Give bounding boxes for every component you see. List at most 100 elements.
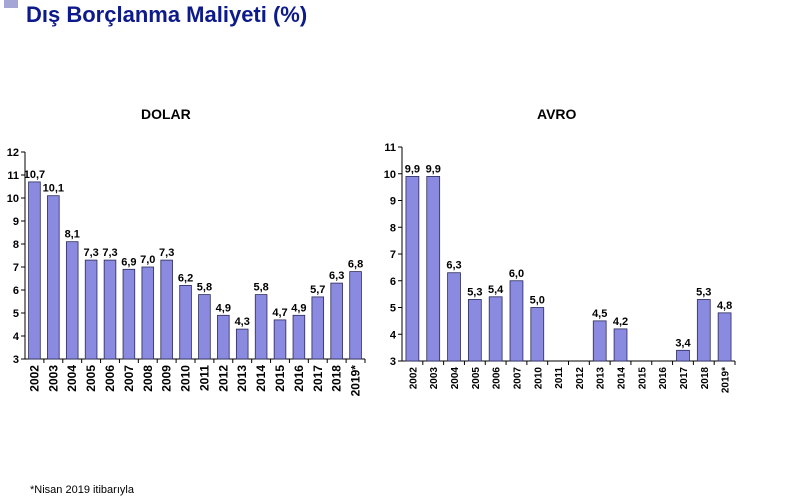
dolar-category-label: 2016 [292, 365, 306, 392]
dolar-category-label: 2006 [103, 365, 117, 392]
page-title: Dış Borçlanma Maliyeti (%) [26, 2, 308, 27]
avro-category-label: 2007 [512, 367, 523, 390]
avro-y-tick-label: 8 [390, 222, 396, 234]
chart-dolar: 3 4 5 6 7 8 9 10 11 12 10,7 2002 10,1 2003 8,1 2004 7,3 2… [7, 147, 366, 397]
chart-title-avro: AVRO [537, 106, 577, 122]
dolar-value-label: 4,9 [216, 302, 231, 314]
avro-y-tick-label: 5 [390, 303, 396, 315]
avro-value-label: 4,2 [613, 316, 628, 328]
dolar-y-tick-label: 11 [7, 170, 19, 182]
avro-bar-2014 [613, 328, 628, 362]
avro-category-label: 2002 [408, 367, 419, 390]
avro-value-label: 9,9 [426, 163, 441, 175]
dolar-category-label: 2011 [197, 365, 211, 391]
dolar-category-label: 2013 [235, 365, 249, 392]
avro-bar-2018 [696, 299, 711, 362]
dolar-category-label: 2019* [349, 365, 363, 397]
dolar-category-label: 2007 [122, 365, 136, 392]
avro-value-label: 5,3 [696, 286, 711, 298]
dolar-y-tick-label: 12 [7, 147, 19, 159]
dolar-category-label: 2003 [46, 365, 60, 392]
dolar-y-tick-label: 10 [7, 193, 19, 205]
chart-title-dolar: DOLAR [141, 106, 191, 122]
chart-avro: 3 4 5 6 7 8 9 10 11 9,9 2002 9,9 2003 6,3 2004 5,3 2005 5… [384, 142, 736, 393]
dolar-value-label: 6,8 [348, 259, 363, 271]
dolar-bar-2006 [103, 259, 117, 360]
corner-decoration [4, 0, 18, 8]
avro-bar-2019 [717, 312, 732, 362]
dolar-category-label: 2010 [179, 365, 193, 392]
dolar-value-label: 4,3 [235, 316, 250, 328]
dolar-category-label: 2005 [84, 365, 98, 392]
avro-value-label: 4,5 [592, 308, 607, 320]
dolar-bar-2018 [330, 282, 343, 360]
avro-bar-2010 [530, 307, 545, 362]
avro-category-label: 2005 [471, 367, 482, 390]
avro-bar-2017 [676, 349, 690, 362]
dolar-bar-2014 [254, 294, 268, 360]
dolar-y-tick-label: 8 [13, 239, 19, 251]
avro-category-label: 2006 [492, 367, 503, 390]
avro-bar-2003 [426, 176, 441, 362]
dolar-value-label: 7,3 [102, 247, 117, 259]
dolar-category-label: 2014 [254, 365, 268, 392]
avro-bar-2007 [509, 280, 524, 362]
avro-y-tick-label: 3 [390, 356, 396, 368]
dolar-value-label: 4,9 [291, 302, 306, 314]
avro-bar-2013 [592, 320, 607, 362]
dolar-bar-2010 [179, 284, 192, 360]
dolar-value-label: 7,3 [159, 247, 174, 259]
dolar-value-label: 5,8 [253, 282, 268, 294]
dolar-bar-2005 [84, 259, 98, 360]
dolar-bar-2013 [235, 328, 249, 360]
avro-value-label: 9,9 [405, 163, 420, 175]
dolar-y-tick-label: 3 [13, 354, 19, 366]
dolar-category-label: 2015 [273, 365, 287, 392]
dolar-bar-2019 [349, 271, 362, 360]
dolar-value-label: 8,1 [65, 229, 80, 241]
avro-category-label: 2010 [533, 367, 544, 390]
dolar-bar-2008 [141, 266, 155, 360]
dolar-value-label: 5,8 [197, 282, 212, 294]
avro-y-tick-label: 11 [384, 142, 396, 154]
dolar-y-tick-label: 5 [13, 308, 19, 320]
dolar-category-label: 2017 [311, 365, 325, 392]
avro-y-tick-label: 10 [384, 169, 396, 181]
dolar-category-label: 2018 [330, 365, 344, 392]
dolar-y-tick-label: 4 [13, 331, 20, 343]
dolar-value-label: 5,7 [310, 284, 325, 296]
dolar-value-label: 4,7 [272, 307, 287, 319]
avro-category-label: 2015 [637, 367, 648, 390]
avro-value-label: 6,0 [509, 268, 524, 280]
avro-category-label: 2003 [429, 367, 440, 390]
dolar-bar-2017 [311, 296, 325, 360]
avro-category-label: 2011 [554, 367, 565, 389]
avro-category-label: 2012 [575, 367, 586, 390]
dolar-y-tick-label: 6 [13, 285, 19, 297]
dolar-bar-2011 [198, 294, 211, 360]
avro-category-label: 2014 [617, 367, 628, 390]
dolar-value-label: 7,0 [140, 254, 155, 266]
avro-value-label: 4,8 [717, 300, 732, 312]
avro-y-tick-label: 4 [390, 329, 397, 341]
dolar-value-label: 6,9 [121, 256, 136, 268]
avro-bar-2005 [467, 299, 482, 362]
dolar-value-label: 10,7 [24, 169, 45, 181]
avro-y-tick-label: 9 [390, 196, 396, 208]
dolar-bar-2004 [65, 241, 79, 360]
avro-bar-2002 [405, 176, 420, 362]
avro-category-label: 2016 [658, 367, 669, 390]
avro-value-label: 3,4 [675, 337, 691, 349]
avro-category-label: 2018 [700, 367, 711, 390]
avro-category-label: 2017 [679, 367, 690, 390]
avro-y-tick-label: 6 [390, 276, 396, 288]
dolar-bar-2012 [217, 314, 230, 360]
dolar-bar-2015 [273, 319, 287, 360]
footnote: *Nisan 2019 itibarıyla [30, 484, 134, 496]
avro-category-label: 2019* [721, 367, 732, 393]
dolar-category-label: 2002 [27, 365, 41, 392]
avro-bar-2004 [447, 272, 461, 362]
dolar-value-label: 7,3 [83, 247, 98, 259]
dolar-category-label: 2004 [65, 365, 79, 392]
